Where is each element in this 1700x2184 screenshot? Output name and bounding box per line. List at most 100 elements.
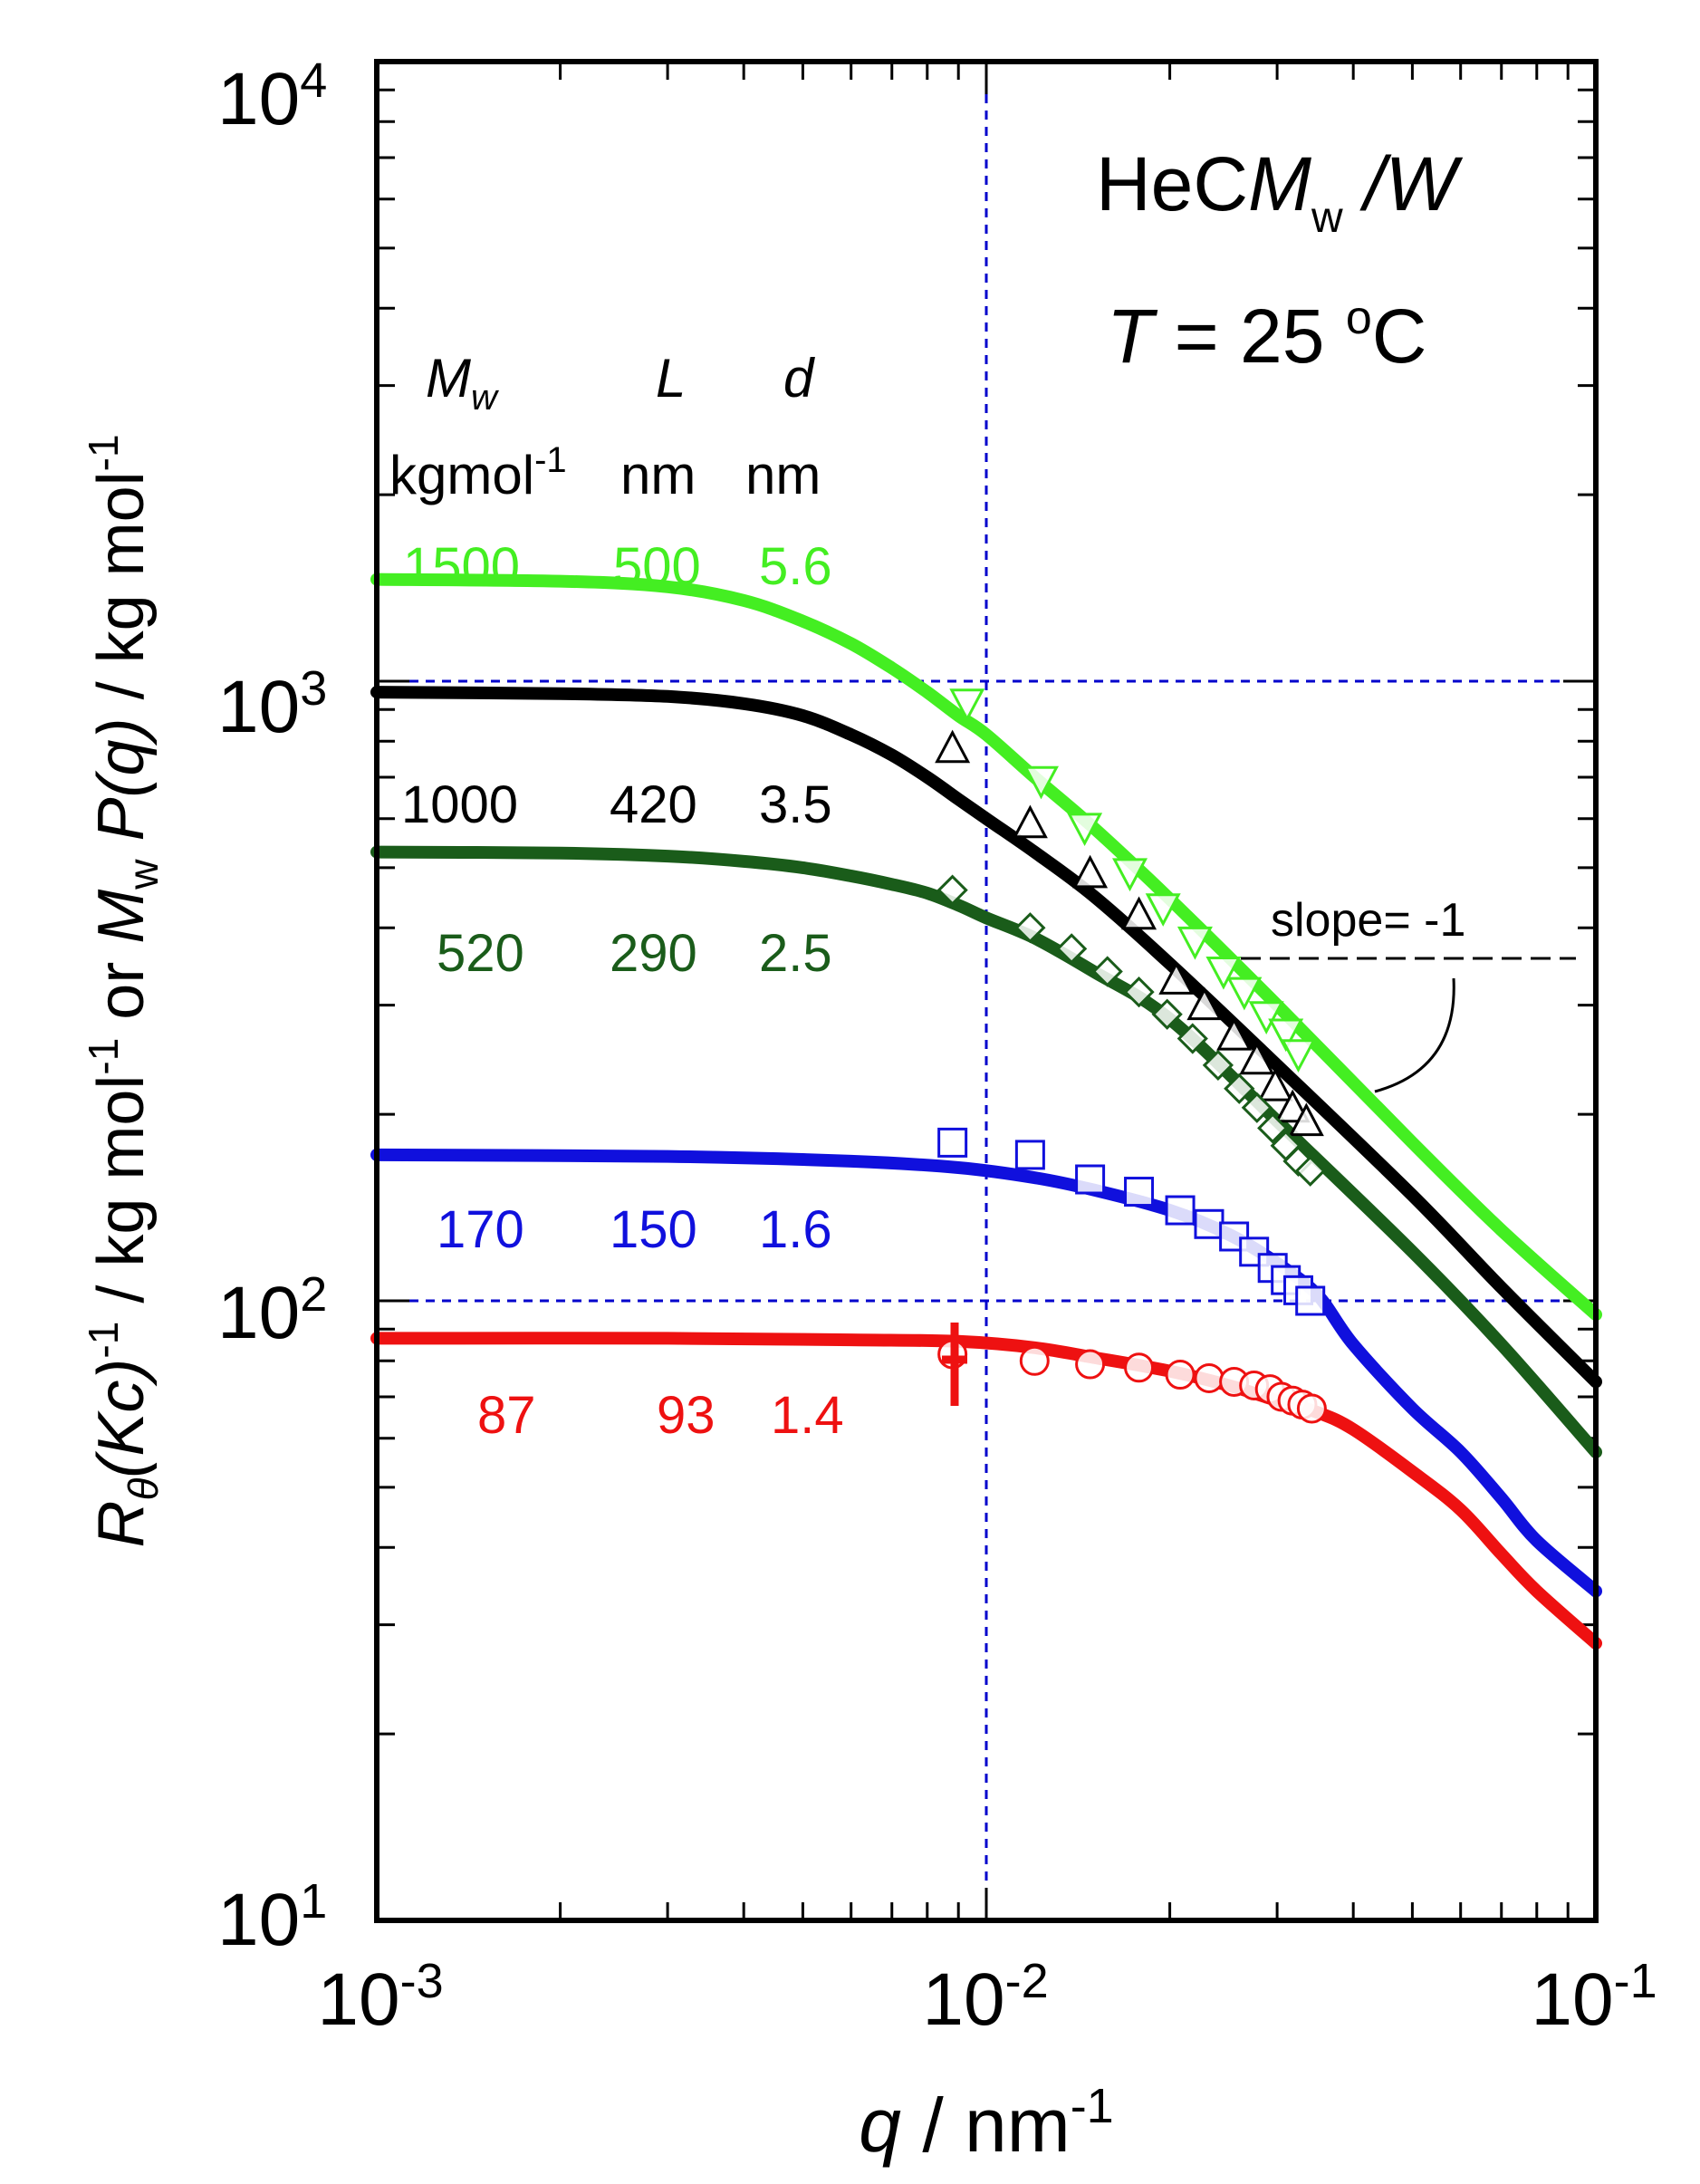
point-1500 [1067,813,1103,847]
row-l-1000: 420 [610,775,697,834]
point-520 [1151,998,1183,1030]
point-1500 [1023,765,1060,800]
series-row-170: 170 150 1.6 [437,1200,832,1259]
point-1000 [1257,1067,1293,1102]
point-1500 [1226,977,1263,1011]
point-520 [1224,1073,1255,1104]
point-1000 [1274,1089,1311,1123]
point-170 [1165,1195,1196,1226]
point-520 [1257,1112,1289,1144]
point-520 [1202,1049,1234,1082]
x-tick-label-1e-3: 10-3 [317,1954,443,2041]
row-d-1000: 3.5 [759,775,832,834]
point-520 [1123,977,1155,1008]
point-1000 [1072,854,1109,889]
header-d-unit: nm [745,445,821,505]
point-1500 [1177,926,1213,960]
data-points [935,688,1327,1424]
row-d-170: 1.6 [759,1200,832,1259]
point-1000 [1121,896,1157,930]
slope-label: slope= -1 [1271,894,1465,947]
error-bar-87 [942,1323,967,1406]
point-170 [937,1127,968,1158]
point-1500 [1281,1039,1316,1073]
row-l-87: 93 [657,1386,716,1445]
point-1500 [949,688,985,722]
header-l-unit: nm [620,445,696,505]
curve-1500 [370,572,1602,1322]
point-1500 [1205,956,1242,990]
series-row-87: 87 93 1.4 [477,1386,844,1445]
point-520 [1056,933,1088,965]
point-1500 [1248,1001,1284,1034]
point-520 [1241,1092,1273,1123]
point-520 [1014,912,1046,944]
x-tick-labels: 10-3 10-2 10-1 [317,1954,1657,2041]
y-tick-label-1e4: 104 [217,53,327,140]
point-170 [1124,1177,1155,1207]
header-mw-unit: kgmol-1 [389,440,567,505]
row-l-520: 290 [610,924,697,983]
header-mw: Mw [426,348,500,418]
point-520 [1091,956,1123,987]
row-l-170: 150 [610,1200,697,1259]
point-170 [1194,1208,1225,1239]
y-axis-label: Rθ(Kc)-1 / kg mol-1 or Mw P(q) / kg mol-… [80,434,167,1547]
plot-frame [374,59,1599,1923]
point-87 [1165,1360,1196,1390]
point-1000 [1288,1102,1324,1137]
point-87 [1194,1362,1225,1393]
point-87 [1296,1393,1327,1424]
point-520 [1294,1155,1326,1187]
row-d-520: 2.5 [759,924,832,983]
curve-520 [370,845,1602,1458]
header-d: d [783,348,815,409]
chart-title-temperature: T = 25 oC [1107,292,1426,379]
point-520 [1177,1023,1208,1054]
slope-annotation: slope= -1 [1241,894,1576,1093]
reference-lines [377,62,1596,1920]
point-1000 [1158,961,1195,995]
x-axis-label: q / nm-1 [859,2079,1113,2168]
chart-title-sample: HeCMw /W [1096,141,1463,242]
row-l-1500: 500 [613,537,701,596]
row-mw-1000: 1000 [401,775,518,834]
point-170 [1014,1140,1045,1170]
point-87 [1019,1345,1050,1376]
series-row-1000: 1000 420 3.5 [401,775,832,834]
row-d-1500: 5.6 [759,537,832,596]
slope-leader-line [1374,977,1455,1093]
point-170 [1295,1285,1326,1316]
point-1500 [1112,858,1148,892]
x-tick-label-1e-1: 10-1 [1531,1954,1657,2041]
row-mw-1500: 1500 [403,537,520,596]
point-1500 [1268,1018,1304,1053]
series-row-520: 520 290 2.5 [437,924,832,983]
point-1000 [1012,804,1048,839]
point-1000 [935,729,971,764]
point-87 [1124,1352,1155,1383]
point-1000 [1239,1041,1275,1075]
point-1000 [1216,1016,1253,1051]
y-tick-labels: 101 102 103 104 [217,53,327,1961]
row-mw-87: 87 [477,1386,536,1445]
parameter-table-header: Mw L d kgmol-1 nm nm [389,348,821,505]
point-1500 [1145,893,1181,927]
point-170 [1219,1221,1250,1252]
point-170 [1075,1164,1106,1195]
minor-ticks [377,62,1596,1920]
y-tick-label-1e2: 102 [217,1267,327,1354]
row-d-87: 1.4 [771,1386,844,1445]
y-tick-label-1e1: 101 [217,1874,327,1961]
point-87 [1075,1349,1106,1380]
curve-1000 [370,686,1602,1389]
y-tick-label-1e3: 103 [217,661,327,748]
row-mw-520: 520 [437,924,524,983]
point-520 [936,874,968,906]
x-tick-label-1e-2: 10-2 [922,1954,1048,2041]
row-mw-170: 170 [437,1200,524,1259]
point-1000 [1186,986,1223,1021]
header-l: L [656,348,686,409]
